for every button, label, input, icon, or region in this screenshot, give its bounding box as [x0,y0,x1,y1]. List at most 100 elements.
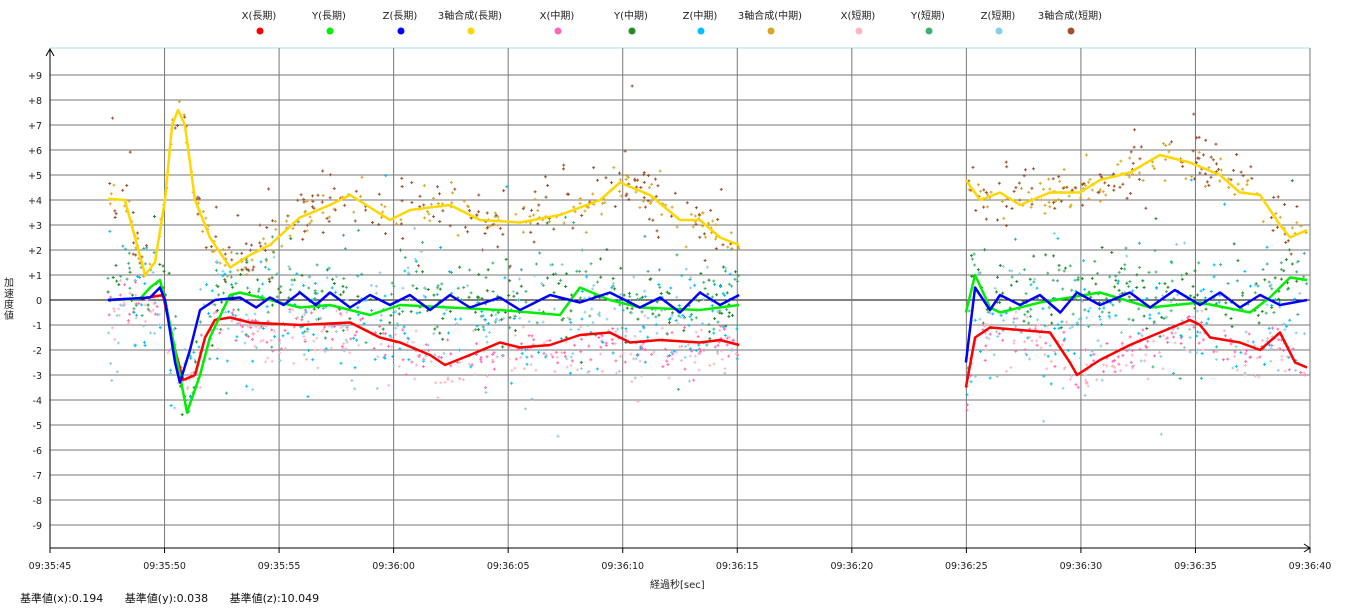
data-point [1014,310,1018,314]
data-point [675,295,679,299]
line-layer [107,108,1308,414]
data-point [485,355,489,359]
data-point [145,244,149,248]
data-point [453,317,457,321]
data-point [380,215,384,219]
data-point [1138,171,1142,175]
data-point [555,355,559,359]
data-point [395,222,399,226]
data-point [217,293,221,297]
data-point [1154,270,1158,274]
data-point [210,343,214,347]
data-point [703,258,707,262]
data-point [133,279,137,283]
data-point [423,295,427,299]
data-point [406,266,410,270]
data-point [313,348,317,352]
data-point [218,261,222,265]
data-point [364,341,368,345]
data-point [973,263,977,267]
data-point [230,319,234,323]
data-point [544,195,548,199]
data-point [586,324,590,328]
data-point [1070,325,1074,329]
data-point [701,211,705,215]
data-point [978,317,982,321]
data-point [1061,186,1065,190]
data-point [322,328,326,332]
data-point [306,320,310,324]
data-point [314,317,318,321]
data-point [1130,353,1134,357]
data-point [548,339,552,343]
data-point [712,279,716,283]
data-point [575,269,579,273]
data-point [1201,338,1205,342]
data-point [619,292,623,296]
data-point [458,265,462,269]
data-point [568,371,572,375]
data-point [264,324,268,328]
data-point [467,209,471,213]
data-point [222,291,226,295]
data-point [271,349,275,353]
data-point [698,235,702,239]
data-point [388,321,392,325]
data-point [226,327,230,331]
data-point [417,264,421,268]
data-point [667,376,671,380]
data-point [588,314,592,318]
y-tick-label: -9 [33,521,42,532]
data-point [286,214,290,218]
data-point [1097,323,1101,327]
data-point [681,313,685,317]
x-tick-label: 09:36:15 [716,561,759,572]
data-point [355,338,359,342]
data-point [386,344,390,348]
data-point [660,326,664,330]
data-point [1245,179,1249,183]
data-point [1204,307,1208,311]
legend-marker [326,27,334,35]
data-point [527,334,531,338]
data-point [1276,195,1280,199]
data-point [528,221,532,225]
data-point [579,325,583,329]
data-point [530,334,534,338]
data-point [596,312,600,316]
data-point [1099,344,1103,348]
data-point [113,216,117,220]
data-point [1244,359,1248,363]
data-point [1113,285,1117,289]
data-point [1125,254,1129,258]
data-point [1270,287,1274,291]
data-point [1233,350,1237,354]
data-point [240,268,244,272]
data-point [716,320,720,324]
data-point [723,269,727,273]
data-point [1084,348,1088,352]
data-point [421,358,425,362]
data-point [1294,368,1298,372]
data-point [313,281,317,285]
data-point [311,199,315,203]
data-point [262,327,266,331]
data-point [985,323,989,327]
series-Y(短期) [106,215,1309,415]
data-point [562,163,566,167]
data-point [1172,297,1176,301]
data-point [613,342,617,346]
data-point [441,209,445,213]
data-point [972,252,976,256]
data-point [471,329,475,333]
data-point [291,308,295,312]
data-point [245,272,249,276]
data-point [279,285,283,289]
data-point [496,223,500,227]
data-point [1295,221,1299,225]
data-point [997,332,1001,336]
data-point [659,292,663,296]
data-point [208,357,212,361]
data-point [622,293,626,297]
data-point [1085,363,1089,367]
